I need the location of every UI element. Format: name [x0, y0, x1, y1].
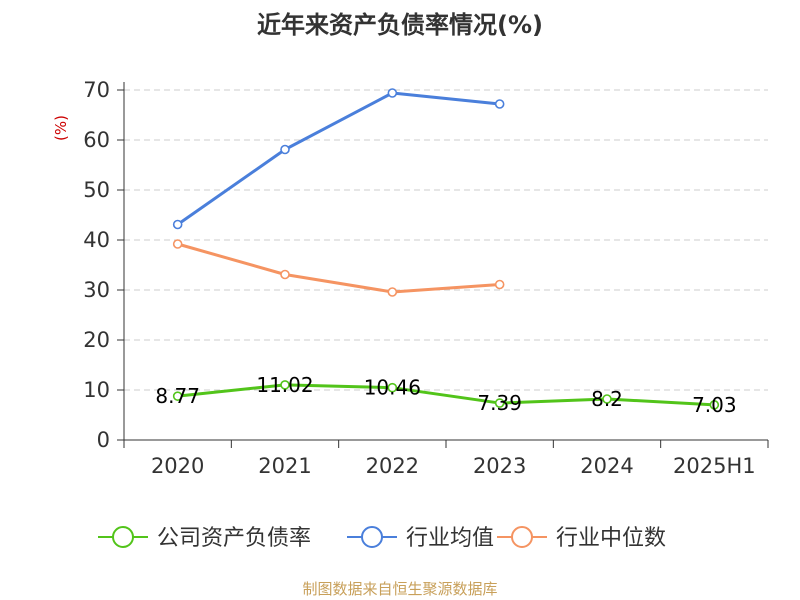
data-labels: 8.77 11.02 10.46 7.39 8.2 7.03 [155, 373, 736, 417]
data-label: 10.46 [364, 376, 421, 400]
legend-item[interactable]: 行业均值 [347, 526, 494, 551]
data-point[interactable] [280, 144, 290, 155]
y-tick-label: 60 [83, 128, 110, 152]
data-point[interactable] [280, 380, 290, 390]
y-tick-label: 40 [83, 228, 110, 252]
series-layer [172, 88, 720, 410]
data-label: 11.02 [256, 373, 313, 397]
data-point[interactable] [602, 394, 612, 404]
data-point[interactable] [709, 400, 720, 410]
data-point[interactable] [172, 219, 183, 230]
data-point[interactable] [387, 287, 398, 297]
data-point[interactable] [172, 391, 183, 401]
data-point[interactable] [494, 99, 505, 109]
data-label: 8.2 [591, 387, 623, 411]
data-point[interactable] [494, 398, 505, 408]
legend-label: 行业中位数 [556, 526, 666, 551]
y-tick-label: 0 [97, 428, 110, 452]
x-tick-label: 2025H1 [673, 454, 756, 478]
series-line [177, 383, 715, 407]
legend-marker [361, 526, 383, 548]
chart-title: 近年来资产负债率情况(%) [257, 11, 543, 39]
series-line [176, 91, 500, 226]
data-point[interactable] [387, 88, 398, 98]
legend-label: 公司资产负债率 [157, 526, 311, 551]
legend-marker [112, 526, 134, 548]
x-tick-label: 2021 [258, 454, 311, 478]
source-note: 制图数据来自恒生聚源数据库 [302, 580, 497, 598]
x-tick-label: 2024 [580, 454, 633, 478]
y-tick-label: 30 [83, 278, 110, 302]
data-label: 7.03 [692, 393, 737, 417]
y-tick-label: 70 [83, 78, 110, 102]
data-point[interactable] [494, 279, 505, 290]
axes: 0 10 20 30 40 50 60 70 2020 2021 2022 2023 2024 2025H… [83, 78, 769, 478]
y-axis-label: (%) [52, 115, 70, 141]
data-point[interactable] [280, 269, 290, 280]
grid [124, 89, 768, 391]
series-line [177, 242, 500, 294]
legend-item[interactable]: 公司资产负债率 [98, 526, 311, 551]
y-tick-label: 10 [83, 378, 110, 402]
x-tick-label: 2020 [151, 454, 204, 478]
legend-marker [511, 526, 533, 548]
x-tick-label: 2023 [473, 454, 526, 478]
data-label: 8.77 [155, 384, 200, 408]
y-tick-label: 20 [83, 328, 110, 352]
data-point[interactable] [387, 382, 398, 393]
legend-item[interactable]: 行业中位数 [497, 526, 666, 551]
data-point[interactable] [172, 239, 183, 249]
legend-label: 行业均值 [406, 526, 494, 551]
x-tick-label: 2022 [366, 454, 419, 478]
legend[interactable]: 公司资产负债率 行业均值 行业中位数 [98, 526, 666, 551]
y-tick-label: 50 [83, 178, 110, 202]
data-label: 7.39 [477, 391, 522, 415]
